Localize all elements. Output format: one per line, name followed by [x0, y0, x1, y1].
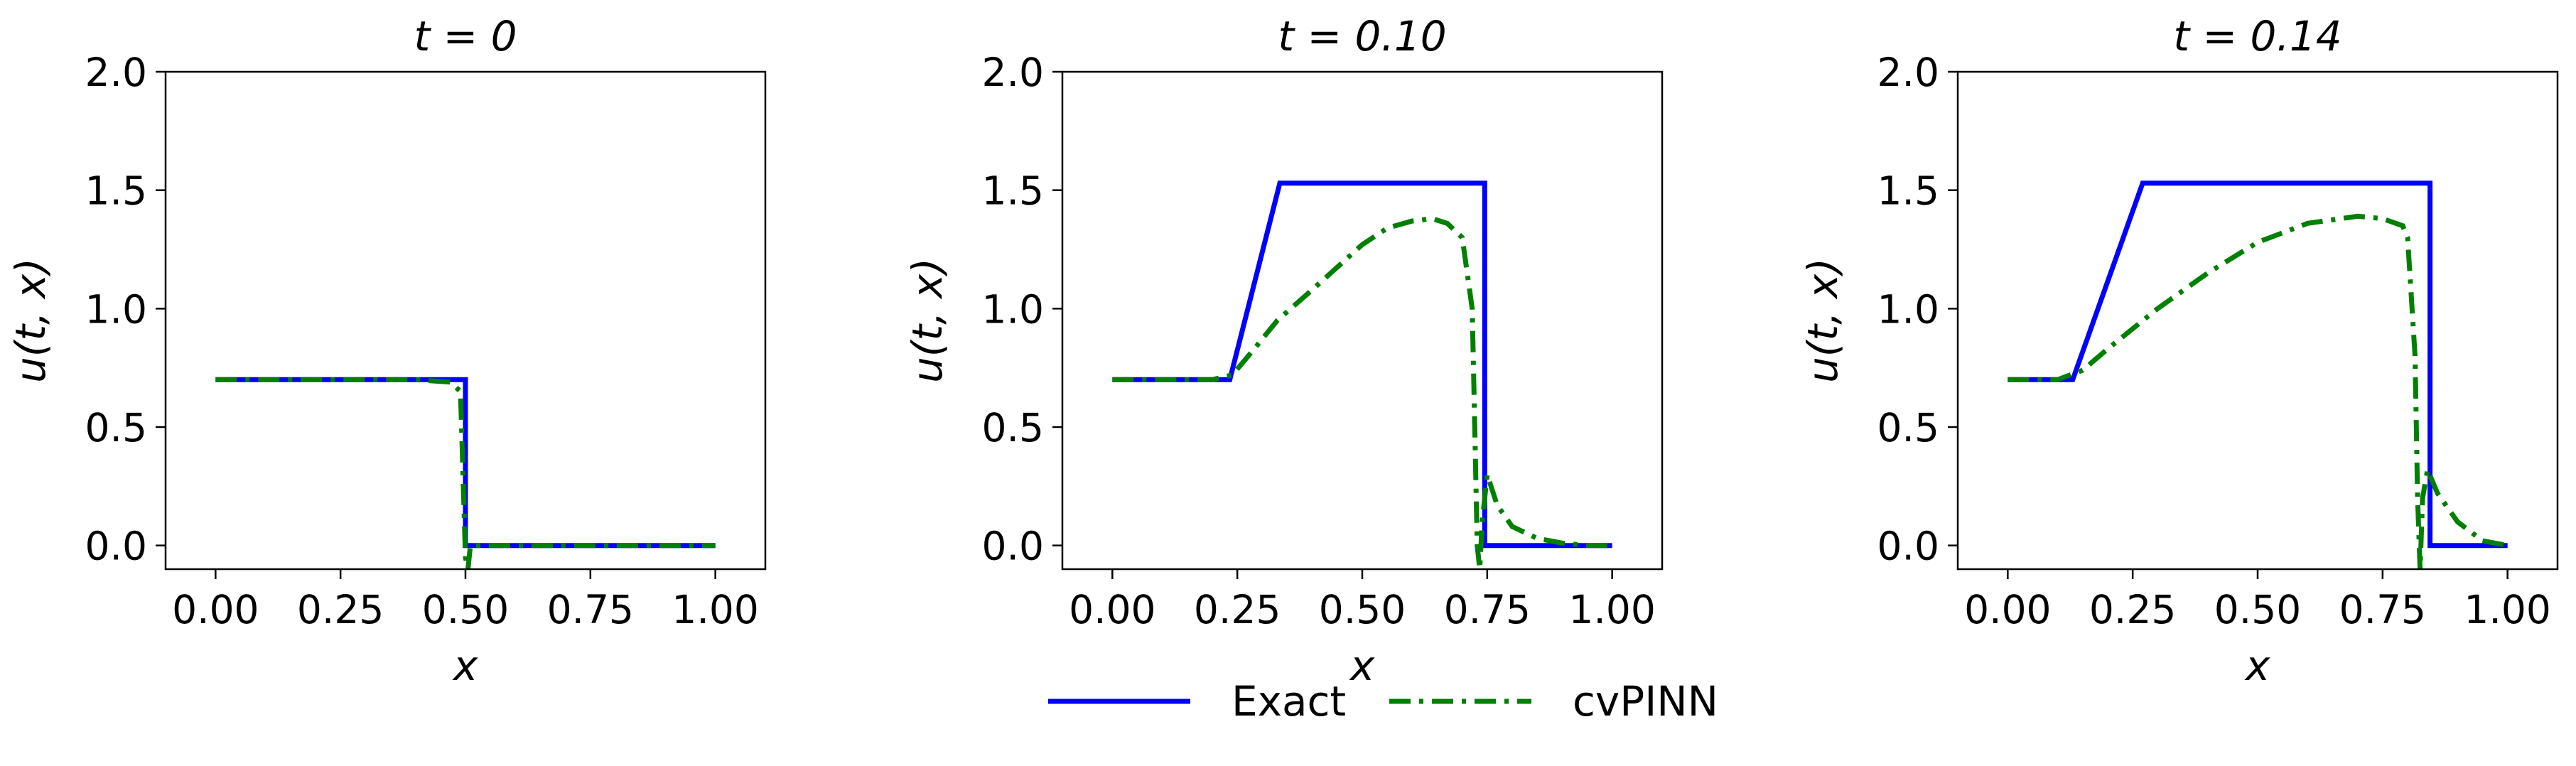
x-tick-label: 1.00	[2464, 587, 2550, 632]
x-tick-label: 0.75	[1444, 587, 1531, 632]
y-tick-label: 0.0	[85, 524, 147, 569]
x-axis-label: x	[2244, 642, 2270, 690]
series-line-exact	[215, 377, 716, 549]
series-line-cvpinn	[1112, 216, 1612, 569]
legend-label: Exact	[1232, 677, 1346, 725]
legend-entry-cvpinn: cvPINN	[1389, 677, 1718, 725]
x-tick-label: 0.00	[172, 587, 259, 632]
y-tick-label: 0.5	[85, 405, 147, 451]
x-tick-label: 0.00	[1069, 587, 1155, 632]
series-line-exact	[2008, 180, 2508, 549]
chart-title: t = 0.14	[2173, 12, 2341, 60]
y-tick-label: 2.0	[85, 50, 147, 95]
x-tick-label: 0.25	[2089, 587, 2176, 632]
x-tick-label: 0.75	[547, 587, 634, 632]
x-tick-label: 1.00	[672, 587, 758, 632]
y-tick-label: 1.0	[982, 286, 1044, 332]
x-axis-label: x	[452, 642, 478, 690]
x-tick-label: 0.50	[422, 587, 509, 632]
chart-panel-1: 0.00 0.25 0.50 0.75 1.00 0.0 0.5 1.0 1.5 2.0 t = 0…	[6, 12, 767, 690]
x-tick-label: 0.00	[1964, 587, 2051, 632]
y-tick-label: 2.0	[1877, 50, 1939, 95]
chart-panel-2: 0.00 0.25 0.50 0.75 1.00 0.0 0.5 1.0 1.5 2.0 t = 0…	[903, 12, 1664, 690]
x-tick-label: 0.75	[2339, 587, 2426, 632]
x-tick-label: 0.25	[297, 587, 384, 632]
x-tick-label: 0.50	[1319, 587, 1406, 632]
y-tick-label: 1.5	[85, 168, 147, 214]
y-tick-label: 2.0	[982, 50, 1044, 95]
legend-label: cvPINN	[1573, 677, 1718, 725]
legend-entry-exact: Exact	[1048, 677, 1346, 725]
series-line-cvpinn	[215, 377, 716, 569]
y-axis-label: u(t, x)	[1799, 258, 1847, 383]
y-axis-label: u(t, x)	[6, 258, 55, 383]
y-tick-label: 1.5	[982, 168, 1044, 214]
y-tick-label: 0.0	[1877, 524, 1939, 569]
y-tick-label: 0.5	[1877, 405, 1939, 451]
chart-panels: 0.00 0.25 0.50 0.75 1.00 0.0 0.5 1.0 1.5 2.0 t = 0…	[6, 12, 2559, 690]
x-tick-label: 0.50	[2214, 587, 2301, 632]
y-tick-label: 0.5	[982, 405, 1044, 451]
y-tick-label: 1.0	[1877, 286, 1939, 332]
x-axis-label: x	[1349, 642, 1375, 690]
series-line-cvpinn	[2008, 213, 2508, 569]
x-tick-label: 0.25	[1194, 587, 1281, 632]
axes-frame	[1956, 70, 2559, 571]
chart-title: t = 0	[414, 12, 517, 60]
y-tick-label: 1.0	[85, 286, 147, 332]
y-tick-label: 0.0	[982, 524, 1044, 569]
series-line-exact	[1112, 180, 1612, 549]
y-tick-label: 1.5	[1877, 168, 1939, 214]
x-tick-label: 1.00	[1568, 587, 1655, 632]
axes-frame	[1061, 70, 1664, 571]
chart-panel-3: 0.00 0.25 0.50 0.75 1.00 0.0 0.5 1.0 1.5 2.0 t = 0…	[1799, 12, 2559, 690]
legend: Exact cvPINN	[1048, 677, 1718, 725]
y-axis-label: u(t, x)	[903, 258, 952, 383]
chart-title: t = 0.10	[1278, 12, 1446, 60]
